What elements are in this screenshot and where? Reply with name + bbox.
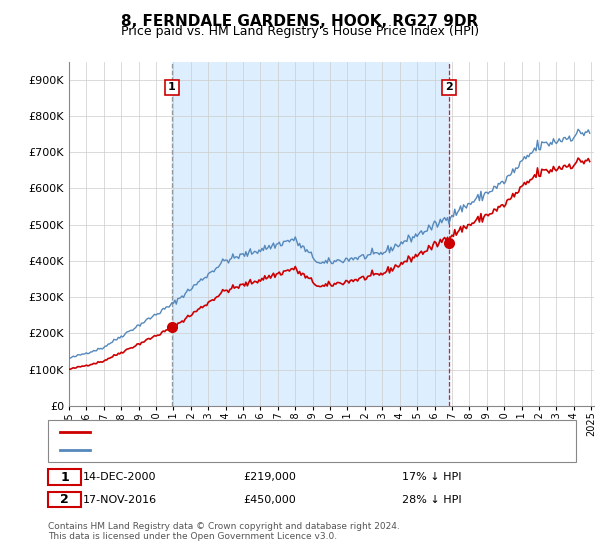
- Text: 28% ↓ HPI: 28% ↓ HPI: [402, 494, 462, 505]
- Text: 8, FERNDALE GARDENS, HOOK, RG27 9DR: 8, FERNDALE GARDENS, HOOK, RG27 9DR: [121, 14, 479, 29]
- Text: 17% ↓ HPI: 17% ↓ HPI: [402, 472, 462, 482]
- Text: Price paid vs. HM Land Registry's House Price Index (HPI): Price paid vs. HM Land Registry's House …: [121, 25, 479, 38]
- Text: £450,000: £450,000: [244, 494, 296, 505]
- Bar: [172, 62, 449, 406]
- Text: 2: 2: [60, 493, 69, 506]
- Text: HPI: Average price, detached house, Hart: HPI: Average price, detached house, Hart: [99, 445, 314, 455]
- Text: Contains HM Land Registry data © Crown copyright and database right 2024.
This d: Contains HM Land Registry data © Crown c…: [48, 522, 400, 542]
- Text: 1: 1: [168, 82, 176, 92]
- Text: 17-NOV-2016: 17-NOV-2016: [83, 494, 157, 505]
- Text: 8, FERNDALE GARDENS, HOOK, RG27 9DR (detached house): 8, FERNDALE GARDENS, HOOK, RG27 9DR (det…: [99, 427, 414, 437]
- Text: 1: 1: [60, 470, 69, 484]
- Text: 14-DEC-2000: 14-DEC-2000: [83, 472, 157, 482]
- Text: £219,000: £219,000: [244, 472, 296, 482]
- Text: 2: 2: [445, 82, 453, 92]
